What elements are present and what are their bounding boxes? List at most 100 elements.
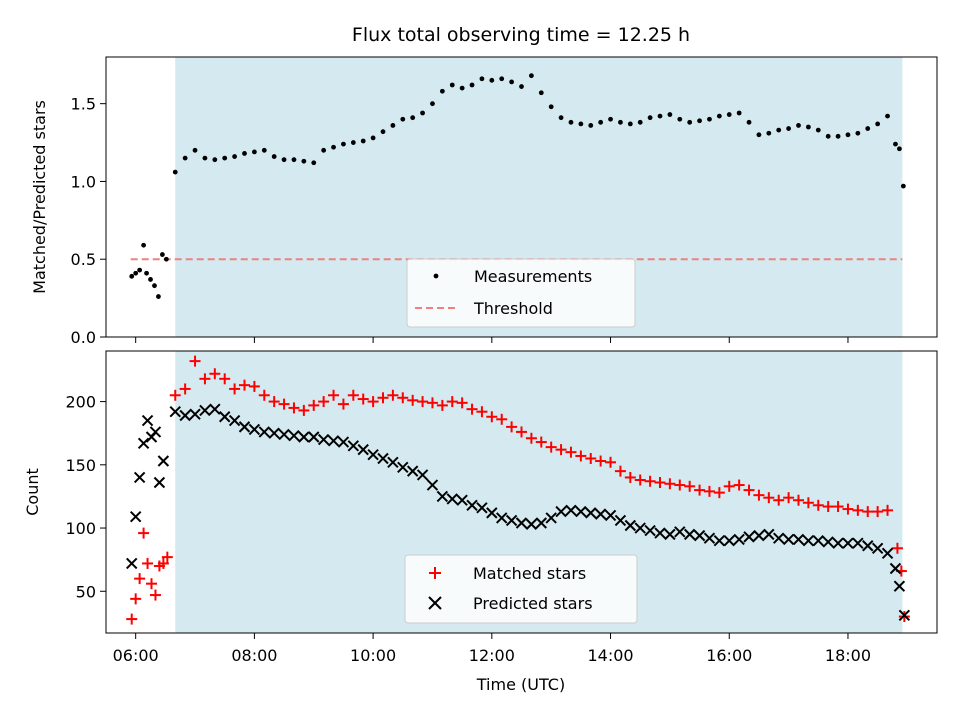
predicted-stars-point bbox=[238, 421, 251, 433]
matched-stars-point bbox=[219, 373, 231, 385]
matched-stars-point bbox=[328, 389, 340, 401]
predicted-stars-point bbox=[133, 471, 146, 484]
measurements-point bbox=[835, 133, 841, 139]
x-tick-label: 14:00 bbox=[587, 646, 633, 665]
predicted-stars-point bbox=[862, 540, 874, 552]
predicted-stars-point bbox=[555, 505, 567, 518]
measurements-point bbox=[172, 169, 178, 175]
predicted-stars-point bbox=[219, 411, 231, 423]
matched-stars-point bbox=[743, 484, 755, 496]
predicted-stars-point bbox=[137, 437, 150, 450]
measurements-point bbox=[776, 127, 782, 133]
matched-stars-point bbox=[891, 542, 903, 554]
matched-stars-point bbox=[624, 471, 636, 483]
predicted-stars-point bbox=[604, 509, 617, 522]
matched-stars-point bbox=[525, 432, 537, 444]
measurements-point bbox=[796, 123, 801, 128]
measurements-point bbox=[489, 77, 495, 83]
predicted-stars-point bbox=[377, 452, 389, 465]
x-tick-label: 06:00 bbox=[113, 646, 159, 665]
matched-stars-point bbox=[476, 406, 488, 418]
predicted-stars-point bbox=[153, 476, 166, 489]
measurements-point bbox=[538, 90, 544, 96]
predicted-stars-point bbox=[357, 443, 369, 456]
measurements-point bbox=[192, 147, 198, 153]
measurements-point bbox=[786, 126, 792, 131]
matched-stars-point bbox=[783, 492, 795, 504]
matched-stars-point bbox=[753, 489, 765, 501]
predicted-stars-point bbox=[893, 580, 906, 592]
measurements-point bbox=[370, 135, 376, 141]
predicted-stars-point bbox=[505, 514, 518, 527]
measurements-point bbox=[449, 82, 455, 88]
matched-stars-point bbox=[703, 485, 715, 497]
matched-stars-point bbox=[308, 399, 320, 411]
predicted-stars-point bbox=[446, 493, 458, 505]
predicted-stars-point bbox=[209, 403, 221, 415]
predicted-stars-point bbox=[713, 534, 726, 547]
matched-stars-point bbox=[417, 396, 429, 408]
predicted-stars-point bbox=[298, 431, 310, 443]
y-tick-label: 0.5 bbox=[71, 250, 96, 269]
measurements-point bbox=[897, 146, 902, 152]
bottom-legend-box bbox=[404, 554, 638, 624]
matched-stars-point bbox=[436, 399, 448, 411]
measurements-point bbox=[156, 294, 161, 299]
matched-stars-point bbox=[199, 373, 211, 385]
legend-label-measurements: Measurements bbox=[474, 267, 592, 286]
predicted-stars-point bbox=[889, 562, 902, 575]
predicted-stars-point bbox=[634, 522, 646, 534]
matched-stars-point bbox=[634, 474, 646, 486]
predicted-stars-point bbox=[387, 456, 399, 468]
matched-stars-point bbox=[555, 444, 567, 456]
matched-stars-point bbox=[506, 421, 518, 433]
measurements-point bbox=[509, 79, 515, 85]
matched-stars-point bbox=[486, 411, 498, 423]
y-tick-label: 0.0 bbox=[71, 328, 96, 347]
predicted-stars-point bbox=[258, 426, 270, 438]
chart-title: Flux total observing time = 12.25 h bbox=[352, 24, 690, 46]
measurements-point bbox=[301, 158, 307, 164]
matched-stars-point bbox=[146, 578, 158, 590]
matched-stars-point bbox=[229, 383, 241, 395]
predicted-stars-point bbox=[802, 534, 815, 547]
measurements-point bbox=[281, 157, 287, 163]
matched-stars-point bbox=[138, 527, 150, 539]
matched-stars-point bbox=[126, 613, 138, 625]
measurements-point bbox=[232, 154, 238, 159]
measurements-point bbox=[439, 88, 445, 94]
measurements-point bbox=[469, 82, 475, 88]
matched-stars-point bbox=[674, 479, 686, 491]
matched-stars-point bbox=[268, 396, 280, 408]
matched-stars-point bbox=[149, 589, 161, 601]
predicted-stars-point bbox=[594, 508, 607, 520]
matched-stars-point bbox=[347, 389, 359, 401]
measurements-point bbox=[420, 110, 425, 116]
matched-stars-point bbox=[397, 392, 409, 404]
bottom-y-axis-label: Count bbox=[23, 468, 42, 516]
legend-label-matched-stars: Matched stars bbox=[473, 564, 586, 583]
measurements-point bbox=[137, 267, 143, 273]
measurements-point bbox=[350, 140, 356, 145]
predicted-stars-point bbox=[644, 524, 656, 537]
matched-stars-point bbox=[130, 593, 142, 605]
predicted-stars-point bbox=[733, 533, 745, 546]
matched-stars-point bbox=[654, 477, 666, 489]
matched-stars-point bbox=[367, 396, 379, 408]
measurements-point bbox=[222, 155, 228, 161]
predicted-stars-point bbox=[753, 529, 765, 542]
x-tick-label: 08:00 bbox=[231, 646, 277, 665]
predicted-stars-point bbox=[179, 409, 191, 422]
predicted-stars-point bbox=[535, 517, 547, 529]
matched-stars-point bbox=[793, 494, 804, 506]
matched-stars-point bbox=[872, 506, 884, 518]
measurements-point bbox=[637, 119, 643, 125]
measurements-point bbox=[588, 123, 594, 128]
matched-stars-point bbox=[337, 398, 349, 410]
predicted-stars-point bbox=[614, 514, 627, 527]
measurements-point bbox=[144, 270, 149, 276]
predicted-stars-point bbox=[199, 404, 211, 417]
predicted-stars-point bbox=[476, 502, 488, 514]
matched-stars-point bbox=[614, 465, 626, 477]
